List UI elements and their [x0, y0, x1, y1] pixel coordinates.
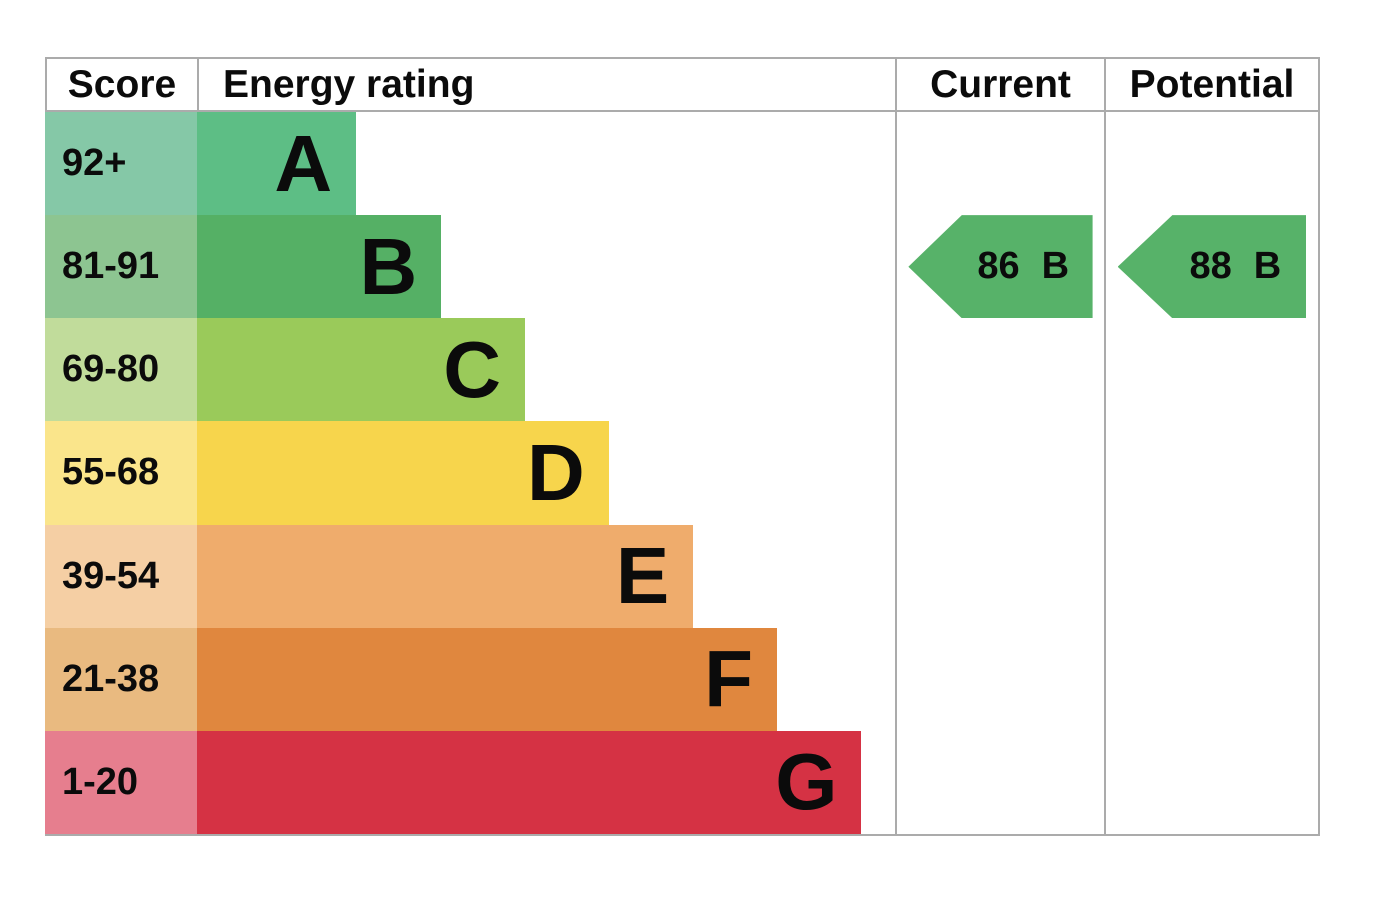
rating-bar-c: C	[197, 318, 526, 422]
current-score-value: 86	[977, 245, 1020, 288]
rating-row-d: D	[197, 421, 895, 525]
score-column-header: Score	[45, 57, 197, 112]
rating-row-f: F	[197, 627, 895, 731]
score-range-c: 69-80	[45, 318, 197, 422]
rating-bar-b: B	[197, 215, 442, 319]
rating-row-e: E	[197, 524, 895, 628]
current-rating-arrow: 86 B	[908, 215, 1093, 319]
rating-bar-e: E	[197, 524, 694, 628]
band-letter-e: E	[615, 531, 670, 621]
rating-bar-f: F	[197, 627, 778, 731]
current-rating-letter: B	[1041, 245, 1070, 288]
band-letter-c: C	[443, 324, 502, 414]
band-letter-g: G	[775, 737, 838, 827]
band-letter-f: F	[704, 634, 754, 724]
rating-bar-a: A	[197, 112, 357, 216]
rating-bar-d: D	[197, 421, 609, 525]
potential-column-header: Potential	[1104, 57, 1320, 112]
rating-row-c: C	[197, 318, 895, 422]
rating-row-b: B	[197, 215, 895, 319]
potential-rating-column: 88 B	[1104, 112, 1320, 834]
epc-rating-table: Score Energy rating Current Potential 92…	[45, 57, 1320, 836]
score-range-b: 81-91	[45, 215, 197, 319]
potential-rating-letter: B	[1253, 245, 1282, 288]
score-range-e: 39-54	[45, 524, 197, 628]
score-range-g: 1-20	[45, 730, 197, 834]
score-range-d: 55-68	[45, 421, 197, 525]
current-rating-column: 86 B	[895, 112, 1104, 834]
potential-score-value: 88	[1189, 245, 1232, 288]
band-letter-d: D	[527, 427, 585, 517]
rating-row-a: A	[197, 112, 895, 216]
rating-bar-g: G	[197, 730, 862, 834]
band-letter-b: B	[359, 221, 418, 311]
potential-rating-arrow: 88 B	[1117, 215, 1307, 319]
score-range-f: 21-38	[45, 627, 197, 731]
current-column-header: Current	[895, 57, 1104, 112]
rating-row-g: G	[197, 730, 895, 834]
score-range-a: 92+	[45, 112, 197, 216]
energy-rating-column-header: Energy rating	[197, 57, 895, 112]
band-letter-a: A	[274, 118, 333, 208]
